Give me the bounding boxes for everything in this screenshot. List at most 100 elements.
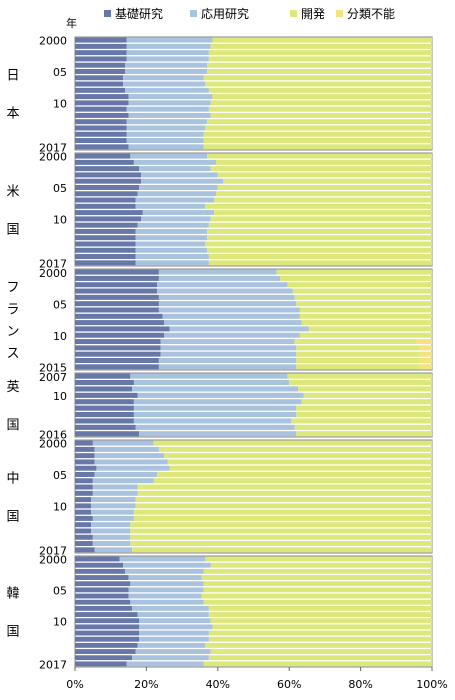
bar-segment: [75, 247, 136, 253]
year-tick-label: 2017: [39, 257, 67, 270]
bar-segment: [201, 593, 433, 599]
bar-segment: [164, 320, 302, 326]
bar-segment: [415, 339, 432, 345]
year-tick-label: 2017: [39, 659, 67, 672]
bar-segment: [75, 484, 93, 490]
bar-segment: [75, 184, 140, 190]
bar-segment: [212, 624, 432, 630]
bar-segment: [75, 138, 127, 144]
bar-segment: [75, 351, 161, 357]
country-label: 韓: [6, 587, 19, 602]
bar-segment: [135, 254, 209, 260]
bar-segment: [208, 605, 433, 611]
bar-segment: [133, 380, 290, 386]
bar-segment: [137, 392, 304, 398]
bar-segment: [208, 87, 433, 93]
bar-segment: [75, 191, 138, 197]
bar-segment: [135, 649, 211, 654]
bar-segment: [132, 547, 432, 553]
bar-segment: [139, 166, 211, 172]
bar-segment: [217, 172, 432, 178]
bar-segment: [75, 593, 129, 599]
bar-segment: [130, 581, 204, 587]
bar-segment: [75, 459, 95, 465]
bar-segment: [139, 618, 211, 624]
bar-segment: [216, 159, 432, 165]
panel-frame: [74, 36, 433, 151]
bar-segment: [75, 661, 127, 667]
bar-segment: [208, 636, 433, 642]
bar-segment: [75, 260, 136, 266]
year-tick-label: 2000: [39, 35, 67, 48]
bar-segment: [92, 541, 131, 547]
bar-segment: [292, 288, 432, 294]
bar-segment: [133, 418, 291, 424]
year-tick-label: 10: [53, 214, 67, 227]
bar-segment: [137, 490, 432, 496]
year-tick-label: 2016: [39, 428, 67, 441]
bar-segment: [94, 547, 133, 553]
x-tick-label: 0%: [66, 678, 83, 691]
bar-segment: [75, 471, 95, 477]
bar-segment: [141, 216, 211, 222]
year-tick-label: 2000: [39, 151, 67, 164]
bar-segment: [75, 37, 127, 43]
bar-segment: [75, 624, 140, 630]
country-label: 国: [6, 510, 19, 525]
bar-segment: [207, 228, 432, 234]
bar-segment: [75, 326, 170, 332]
bar-segment: [75, 612, 138, 617]
bar-segment: [207, 153, 432, 159]
bar-segment: [75, 446, 95, 452]
bar-segment: [126, 138, 204, 144]
bar-segment: [217, 184, 432, 190]
bar-segment: [135, 203, 206, 209]
bar-segment: [135, 260, 209, 266]
country-label: 中: [6, 472, 19, 487]
country-label: 国: [6, 418, 19, 433]
bar-segment: [75, 94, 129, 100]
bar-segment: [132, 605, 209, 611]
legend-label: 基礎研究: [115, 6, 163, 21]
bar-segment: [75, 418, 134, 424]
bar-segment: [296, 351, 420, 357]
bar-segment: [126, 119, 208, 125]
bar-segment: [130, 522, 432, 528]
bar-segment: [135, 235, 208, 241]
country-label: 国: [6, 625, 19, 640]
bar-segment: [75, 528, 92, 534]
bar-segment: [75, 364, 159, 370]
bar-segment: [75, 412, 134, 418]
bar-segment: [94, 459, 168, 465]
bar-segment: [75, 222, 138, 228]
bar-segment: [75, 228, 136, 234]
bar-segment: [91, 503, 136, 509]
bar-segment: [205, 556, 432, 562]
bar-segment: [75, 50, 127, 56]
bar-segment: [75, 178, 142, 184]
bar-segment: [75, 503, 92, 509]
bar-segment: [130, 534, 432, 540]
bar-segment: [164, 332, 300, 338]
bar-segment: [296, 357, 420, 363]
bar-segment: [124, 62, 208, 68]
bar-segment: [92, 490, 138, 496]
bar-segment: [208, 254, 433, 260]
bar-segment: [75, 332, 165, 338]
bar-segment: [75, 75, 124, 81]
bar-segment: [75, 62, 125, 68]
bar-segment: [126, 50, 209, 56]
bar-segment: [75, 301, 159, 307]
bar-segment: [203, 587, 432, 593]
bar-segment: [208, 56, 433, 62]
bar-segment: [75, 478, 93, 484]
bar-segment: [210, 100, 432, 106]
bar-segment: [158, 307, 300, 313]
bar-segment: [169, 326, 309, 332]
year-tick-label: 05: [53, 298, 67, 311]
bar-segment: [205, 642, 432, 648]
bar-segment: [75, 562, 124, 568]
bar-segment: [132, 386, 299, 392]
bar-segment: [75, 172, 142, 178]
legend-label: 分類不能: [347, 7, 395, 21]
